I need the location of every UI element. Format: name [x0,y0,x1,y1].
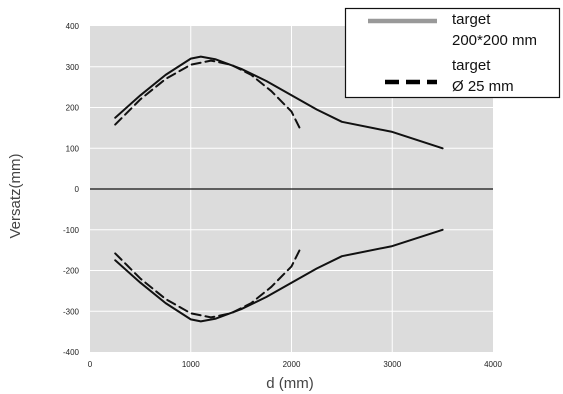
legend-label-2-line1: target [452,57,491,74]
series-lines [114,55,444,323]
tick-labels: 0 1000 2000 3000 40004003002001000-100-200-3… [63,22,502,369]
x-axis-title: d (mm) [266,375,314,392]
y-tick-label: 100 [66,144,80,153]
y-tick-label: -400 [63,348,80,357]
legend-label-2-line2: Ø 25 mm [452,78,514,95]
x-tick-label: 3000 [383,360,401,369]
x-tick-label: 2000 [283,360,301,369]
y-tick-label: 400 [66,22,80,31]
series-line-3 [114,59,303,133]
y-tick-label: 0 [75,185,80,194]
y-tick-label: 200 [66,104,80,113]
legend-label-1-line2: 200*200 mm [452,32,537,49]
x-tick-label: 4000 [484,360,502,369]
x-tick-label: 0 [88,360,93,369]
y-tick-label: -200 [63,267,80,276]
legend: target 200*200 mm target Ø 25 mm [344,7,561,99]
y-tick-label: -100 [63,226,80,235]
series-line-4 [114,245,303,319]
y-tick-label: -300 [63,307,80,316]
legend-label-1-line1: target [452,11,491,28]
y-tick-label: 300 [66,63,80,72]
x-tick-label: 1000 [182,360,200,369]
legend-box [344,7,561,99]
y-axis-title: Versatz(mm) [7,153,24,238]
